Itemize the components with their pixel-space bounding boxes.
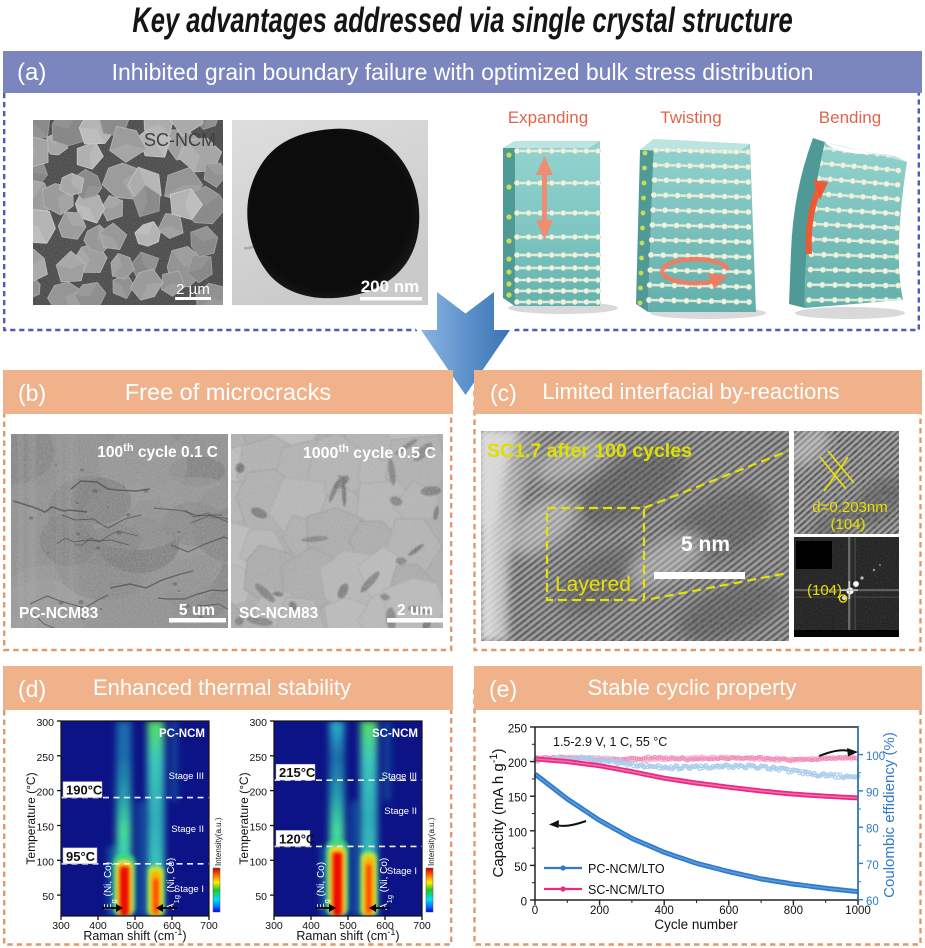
svg-text:400: 400 <box>655 905 674 917</box>
svg-text:60: 60 <box>866 896 879 908</box>
svg-text:150: 150 <box>249 822 267 834</box>
svg-text:70: 70 <box>866 860 879 872</box>
svg-text:(104): (104) <box>807 582 842 599</box>
svg-text:250: 250 <box>249 752 267 764</box>
svg-text:100: 100 <box>249 856 267 868</box>
svg-text:250: 250 <box>36 752 54 764</box>
svg-text:1000th cycle 0.5 C: 1000th cycle 0.5 C <box>303 443 437 462</box>
svg-text:500: 500 <box>339 920 357 932</box>
svg-text:150: 150 <box>508 793 527 805</box>
svg-text:Coulombic effidiency (%): Coulombic effidiency (%) <box>881 732 898 898</box>
svg-text:600: 600 <box>163 920 181 932</box>
svg-text:PC-NCM/LTO: PC-NCM/LTO <box>588 862 665 876</box>
svg-text:800: 800 <box>784 905 803 917</box>
svg-text:200: 200 <box>508 758 527 770</box>
svg-text:600: 600 <box>376 920 394 932</box>
svg-text:Stage III: Stage III <box>169 771 204 782</box>
svg-text:Stage II: Stage II <box>171 824 204 835</box>
svg-text:0: 0 <box>532 905 538 917</box>
svg-text:95°C: 95°C <box>66 849 96 864</box>
svg-text:1.5-2.9 V, 1 C, 55 °C: 1.5-2.9 V, 1 C, 55 °C <box>553 735 667 749</box>
svg-text:80: 80 <box>866 824 879 836</box>
svg-text:400: 400 <box>302 920 320 932</box>
svg-text:2 um: 2 um <box>397 602 433 619</box>
svg-text:300: 300 <box>265 920 283 932</box>
svg-text:700: 700 <box>200 920 218 932</box>
svg-text:200: 200 <box>36 787 54 799</box>
svg-text:Intensity(a.u.): Intensity(a.u.) <box>427 817 436 866</box>
svg-text:SC1.7 after 100 cycles: SC1.7 after 100 cycles <box>487 440 692 462</box>
svg-text:200: 200 <box>249 787 267 799</box>
svg-text:300: 300 <box>36 717 54 729</box>
svg-text:5 nm: 5 nm <box>681 533 730 556</box>
svg-text:SC-NCM/LTO: SC-NCM/LTO <box>588 883 665 897</box>
svg-text:5 um: 5 um <box>179 602 215 619</box>
svg-text:Raman shift (cm-1): Raman shift (cm-1) <box>296 927 399 943</box>
svg-text:100: 100 <box>508 827 527 839</box>
svg-text:Raman shift (cm-1): Raman shift (cm-1) <box>83 927 186 943</box>
svg-text:Temperature (°C): Temperature (°C) <box>237 772 251 864</box>
svg-text:100: 100 <box>866 751 885 763</box>
svg-text:Eg (Ni, Co): Eg (Ni, Co) <box>103 862 118 910</box>
svg-text:100th cycle 0.1 C: 100th cycle 0.1 C <box>97 442 218 461</box>
svg-text:50: 50 <box>255 891 267 903</box>
svg-text:600: 600 <box>719 905 738 917</box>
svg-text:400: 400 <box>89 920 107 932</box>
svg-text:300: 300 <box>249 717 267 729</box>
svg-text:500: 500 <box>126 920 144 932</box>
svg-text:0: 0 <box>521 897 527 909</box>
svg-text:SC-NCM83: SC-NCM83 <box>239 605 319 622</box>
svg-text:Stage I: Stage I <box>174 884 204 895</box>
svg-text:Stage II: Stage II <box>384 806 417 817</box>
svg-text:SC-NCM: SC-NCM <box>144 130 216 150</box>
svg-text:Temperature (°C): Temperature (°C) <box>24 772 38 864</box>
svg-text:(104): (104) <box>830 516 865 533</box>
svg-text:d=0.203nm: d=0.203nm <box>812 499 887 516</box>
svg-text:90: 90 <box>866 787 879 799</box>
svg-text:Intensity(a.u.): Intensity(a.u.) <box>214 817 223 866</box>
svg-text:300: 300 <box>52 920 70 932</box>
svg-text:Layered: Layered <box>555 573 631 596</box>
svg-text:PC-NCM: PC-NCM <box>159 728 205 740</box>
svg-text:Stage I: Stage I <box>387 866 417 877</box>
svg-text:PC-NCM83: PC-NCM83 <box>19 605 99 622</box>
svg-text:Stage III: Stage III <box>382 771 417 782</box>
svg-text:200: 200 <box>590 905 609 917</box>
svg-text:700: 700 <box>413 920 431 932</box>
svg-text:250: 250 <box>508 724 527 736</box>
svg-text:1000: 1000 <box>845 905 871 917</box>
svg-text:190°C: 190°C <box>66 783 103 798</box>
svg-text:50: 50 <box>42 891 54 903</box>
svg-text:215°C: 215°C <box>279 765 316 780</box>
svg-text:100: 100 <box>36 856 54 868</box>
svg-text:SC-NCM: SC-NCM <box>372 728 418 740</box>
svg-text:50: 50 <box>514 862 527 874</box>
svg-text:150: 150 <box>36 822 54 834</box>
svg-text:2 µm: 2 µm <box>176 281 210 298</box>
svg-text:Eg (Ni, Co): Eg (Ni, Co) <box>316 862 331 910</box>
svg-text:Cycle number: Cycle number <box>654 917 738 932</box>
svg-text:120°C: 120°C <box>279 831 316 846</box>
svg-text:Capacity (mA h g-1): Capacity (mA h g-1) <box>488 749 507 878</box>
svg-text:200 nm: 200 nm <box>361 277 420 296</box>
